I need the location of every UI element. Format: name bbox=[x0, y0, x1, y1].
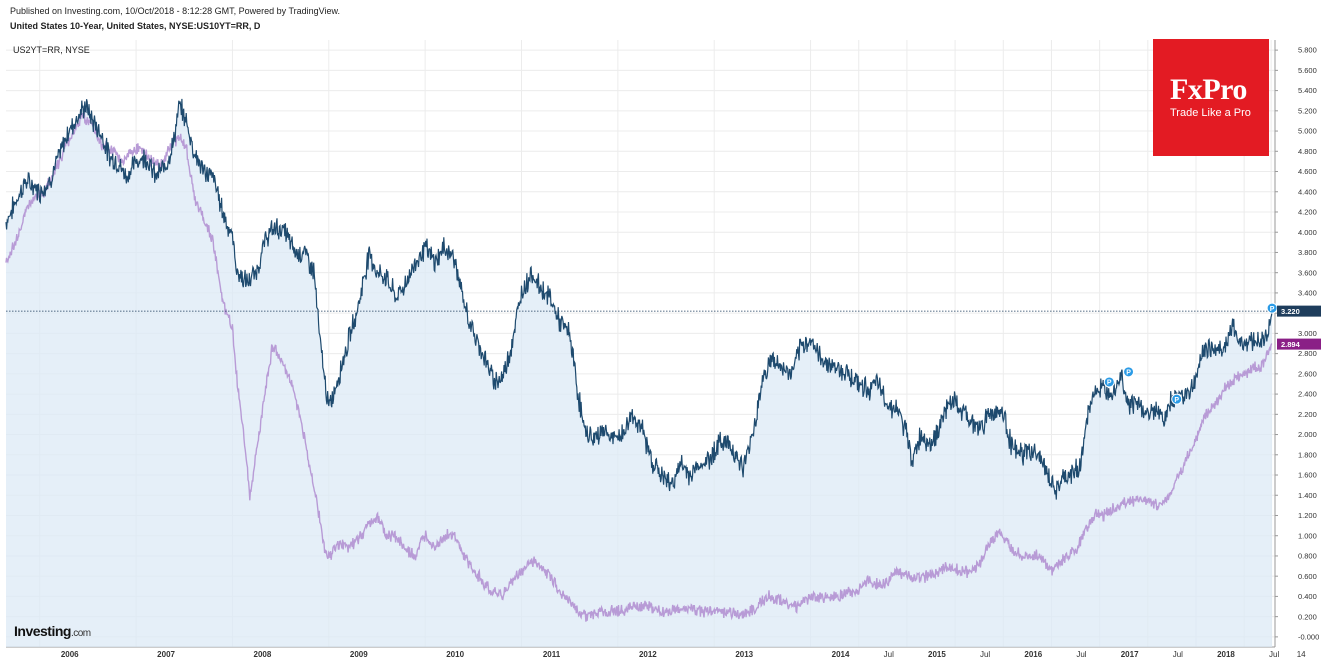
y-tick-label: 5.600 bbox=[1298, 66, 1317, 75]
y-tick-label: 3.600 bbox=[1298, 268, 1317, 277]
event-marker-label-1: P bbox=[1107, 380, 1112, 387]
y-tick-label: 0.800 bbox=[1298, 552, 1317, 561]
y-tick-label: 1.600 bbox=[1298, 471, 1317, 480]
current-value-tag-2 bbox=[1277, 338, 1321, 350]
current-value-labels: 3.220 2.894 bbox=[1277, 305, 1321, 350]
event-marker-label-4: P bbox=[1270, 306, 1275, 313]
y-tick-label: 4.200 bbox=[1298, 208, 1317, 217]
x-tick-label: 2018 bbox=[1217, 650, 1235, 659]
y-tick-label: 0.600 bbox=[1298, 572, 1317, 581]
current-value-text-1: 3.220 bbox=[1281, 307, 1300, 316]
y-tick-label: 2.800 bbox=[1298, 349, 1317, 358]
logo-brand: Investing bbox=[14, 623, 71, 639]
published-line: Published on Investing.com, 10/Oct/2018 … bbox=[10, 6, 341, 16]
compare-symbol-label: US2YT=RR, NYSE bbox=[13, 45, 90, 55]
x-tick-label: 2008 bbox=[254, 650, 272, 659]
y-tick-label: 0.200 bbox=[1298, 612, 1317, 621]
current-value-tag-1 bbox=[1277, 305, 1321, 317]
x-tick-label: Jul bbox=[1173, 650, 1183, 659]
x-tick-label: 14 bbox=[1297, 650, 1306, 659]
y-tick-label: 4.600 bbox=[1298, 167, 1317, 176]
event-marker-1 bbox=[1103, 376, 1115, 388]
x-tick-label: 2014 bbox=[832, 650, 850, 659]
y-tick-label: 1.400 bbox=[1298, 491, 1317, 500]
y-tick-label: 1.800 bbox=[1298, 450, 1317, 459]
x-axis: 2006 2007 2008 2009 2010 2011 2012 2013 2014 Jul 2… bbox=[61, 650, 1306, 659]
x-tick-label: 2012 bbox=[639, 650, 657, 659]
y-tick-label: 0.400 bbox=[1298, 592, 1317, 601]
x-tick-label: Jul bbox=[884, 650, 894, 659]
event-marker-label-3: P bbox=[1174, 397, 1179, 404]
y-tick-label: 4.800 bbox=[1298, 147, 1317, 156]
x-tick-label: 2016 bbox=[1024, 650, 1042, 659]
event-marker-3 bbox=[1171, 393, 1183, 405]
logo-suffix: .com bbox=[70, 628, 91, 639]
x-tick-label: 2017 bbox=[1121, 650, 1139, 659]
y-tick-label: 2.200 bbox=[1298, 410, 1317, 419]
us2-series-line bbox=[5, 112, 1273, 622]
event-markers: P P P P bbox=[1103, 302, 1278, 405]
x-tick-label: 2011 bbox=[543, 650, 561, 659]
x-tick-label: Jul bbox=[980, 650, 990, 659]
current-value-text-2: 2.894 bbox=[1281, 340, 1301, 349]
y-tick-label: -0.000 bbox=[1298, 632, 1319, 641]
y-tick-label: 3.400 bbox=[1298, 289, 1317, 298]
ad-brand: FxPro bbox=[1170, 73, 1247, 106]
y-tick-label: 5.200 bbox=[1298, 106, 1317, 115]
y-tick-label: 1.000 bbox=[1298, 531, 1317, 540]
x-tick-label: 2006 bbox=[61, 650, 79, 659]
fxpro-ad[interactable]: FxPro Trade Like a Pro bbox=[1153, 39, 1269, 156]
y-tick-label: 2.600 bbox=[1298, 369, 1317, 378]
y-tick-label: 4.400 bbox=[1298, 187, 1317, 196]
event-marker-label-2: P bbox=[1126, 370, 1131, 377]
y-tick-label: 1.200 bbox=[1298, 511, 1317, 520]
x-tick-label: 2007 bbox=[157, 650, 175, 659]
ad-tagline: Trade Like a Pro bbox=[1170, 107, 1251, 119]
y-tick-label: 3.000 bbox=[1298, 329, 1317, 338]
x-tick-label: 2010 bbox=[446, 650, 464, 659]
x-tick-label: 2013 bbox=[735, 650, 753, 659]
chart-title: United States 10-Year, United States, NY… bbox=[10, 21, 261, 31]
x-tick-label: Jul bbox=[1269, 650, 1279, 659]
us10-series-line bbox=[5, 98, 1273, 500]
x-tick-label: Jul bbox=[1076, 650, 1086, 659]
y-tick-label: 5.400 bbox=[1298, 86, 1317, 95]
y-tick-label: 4.000 bbox=[1298, 228, 1317, 237]
y-tick-label: 2.400 bbox=[1298, 390, 1317, 399]
us10-area-fill bbox=[6, 98, 1273, 647]
y-tick-label: 2.000 bbox=[1298, 430, 1317, 439]
event-marker-2 bbox=[1123, 366, 1135, 378]
y-tick-label: 3.800 bbox=[1298, 248, 1317, 257]
y-tick-label: 5.800 bbox=[1298, 46, 1317, 55]
y-axis: 5.800 5.600 5.400 5.200 5.000 4.800 4.600 4.400… bbox=[1275, 46, 1319, 641]
x-tick-label: 2009 bbox=[350, 650, 368, 659]
investing-logo[interactable]: Investing.com bbox=[14, 623, 91, 639]
y-tick-label: 5.000 bbox=[1298, 127, 1317, 136]
x-tick-label: 2015 bbox=[928, 650, 946, 659]
